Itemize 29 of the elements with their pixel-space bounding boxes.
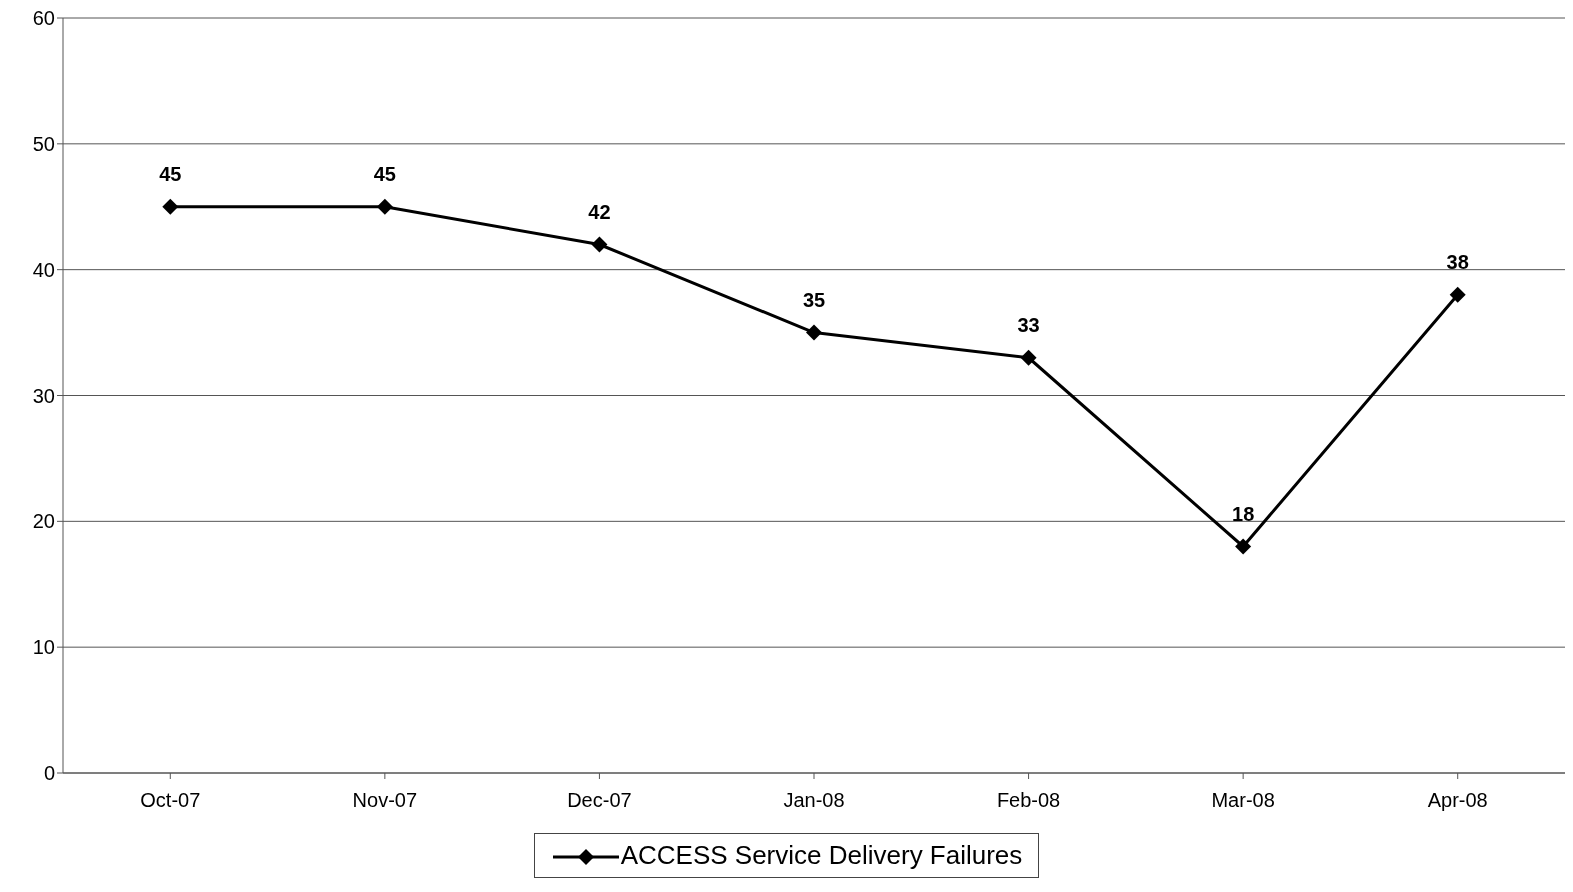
x-tick-label: Nov-07 [352, 789, 418, 812]
data-label: 35 [802, 288, 826, 311]
data-label: 38 [1446, 250, 1469, 273]
x-tick-label: Jan-08 [783, 789, 845, 812]
y-tick-label: 50 [32, 132, 55, 155]
data-label: 18 [1232, 502, 1255, 525]
point [1020, 349, 1037, 366]
y-tick-label: 60 [32, 7, 55, 30]
x-tick-label: Oct-07 [140, 789, 201, 812]
legend-label: ACCESS Service Delivery Failures [620, 840, 1023, 870]
point [162, 198, 179, 215]
y-tick-label: 40 [32, 258, 55, 281]
y-tick-label: 20 [32, 510, 55, 533]
x-tick-label: Feb-08 [996, 789, 1061, 812]
y-tick-label: 30 [32, 384, 55, 407]
data-label: 42 [588, 200, 611, 223]
x-tick-label: Dec-07 [567, 789, 632, 812]
y-tick-label: 0 [43, 762, 55, 785]
point [1235, 538, 1252, 555]
point [806, 324, 822, 341]
y-tick-label: 10 [32, 636, 55, 659]
x-tick-label: Mar-08 [1211, 789, 1275, 812]
point [376, 198, 393, 215]
data-label: 45 [159, 162, 182, 185]
point [591, 236, 608, 253]
point [1449, 286, 1466, 303]
data-label: 33 [1017, 313, 1040, 336]
x-tick-label: Apr-08 [1427, 789, 1488, 812]
data-label: 45 [373, 162, 396, 185]
